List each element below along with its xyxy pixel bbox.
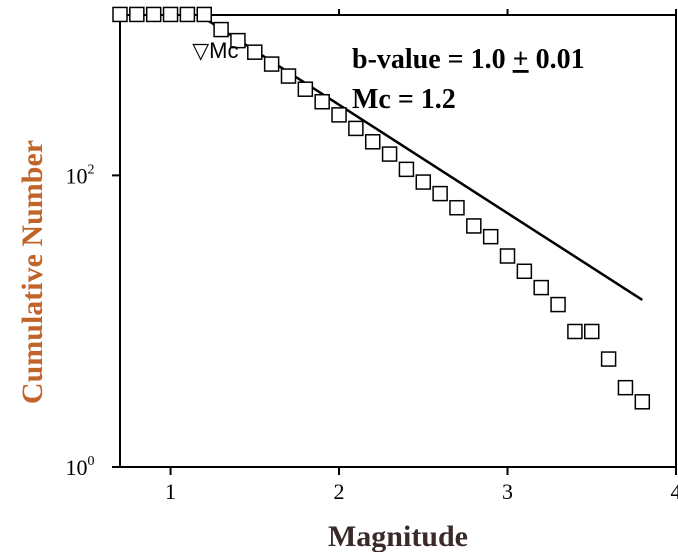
b-value-annotation: b-value = 1.0 + 0.01	[352, 44, 585, 75]
x-tick-label: 3	[502, 479, 513, 504]
axis-ticks	[112, 9, 677, 475]
data-point	[398, 161, 415, 178]
data-point	[466, 218, 482, 234]
data-points	[112, 6, 651, 410]
data-point	[230, 32, 246, 49]
b-value-prefix: b-value = 1.0	[352, 44, 513, 75]
data-point	[533, 279, 549, 296]
data-point	[263, 56, 280, 72]
x-tick-label: 2	[334, 479, 345, 504]
data-point	[314, 93, 330, 110]
data-point	[213, 21, 229, 38]
b-value-suffix: 0.01	[529, 44, 585, 75]
data-point	[617, 379, 634, 396]
data-point	[381, 146, 398, 162]
plot-frame	[119, 14, 677, 468]
data-point	[567, 323, 583, 340]
x-tick-labels: 1 2 3 4	[165, 479, 678, 504]
data-point	[331, 107, 347, 123]
y-tick-exponent: 0	[88, 454, 95, 469]
plus-minus-sign: +	[513, 44, 529, 75]
data-point	[280, 68, 297, 84]
data-point	[162, 6, 179, 23]
data-point	[584, 323, 600, 340]
data-point	[449, 199, 465, 216]
mc-marker-label: ▽Mc	[192, 38, 238, 63]
data-point	[247, 44, 263, 60]
x-tick-label: 1	[165, 479, 176, 504]
mc-annotation: Mc = 1.2	[352, 84, 456, 115]
data-point	[179, 6, 196, 23]
data-point	[432, 185, 448, 202]
data-point	[364, 134, 381, 150]
data-point	[415, 174, 432, 190]
data-point	[297, 81, 314, 97]
y-tick-base: 10	[66, 163, 88, 188]
data-point	[550, 296, 566, 313]
y-tick-exponent: 2	[88, 162, 95, 177]
y-tick-base: 10	[66, 455, 88, 480]
data-point	[600, 351, 617, 367]
x-axis-title: Magnitude	[328, 520, 468, 552]
data-point	[634, 394, 651, 410]
data-point	[516, 263, 533, 280]
data-point	[499, 248, 516, 264]
data-point	[112, 6, 128, 23]
y-axis-title: Cumulative Number	[16, 140, 49, 404]
data-point	[348, 120, 364, 137]
data-point	[482, 228, 499, 245]
data-point	[145, 6, 162, 23]
data-point	[129, 6, 145, 23]
data-point	[196, 6, 212, 23]
x-tick-label: 4	[671, 479, 678, 504]
y-tick-label: 102	[66, 162, 95, 188]
y-tick-label: 100	[66, 454, 95, 480]
